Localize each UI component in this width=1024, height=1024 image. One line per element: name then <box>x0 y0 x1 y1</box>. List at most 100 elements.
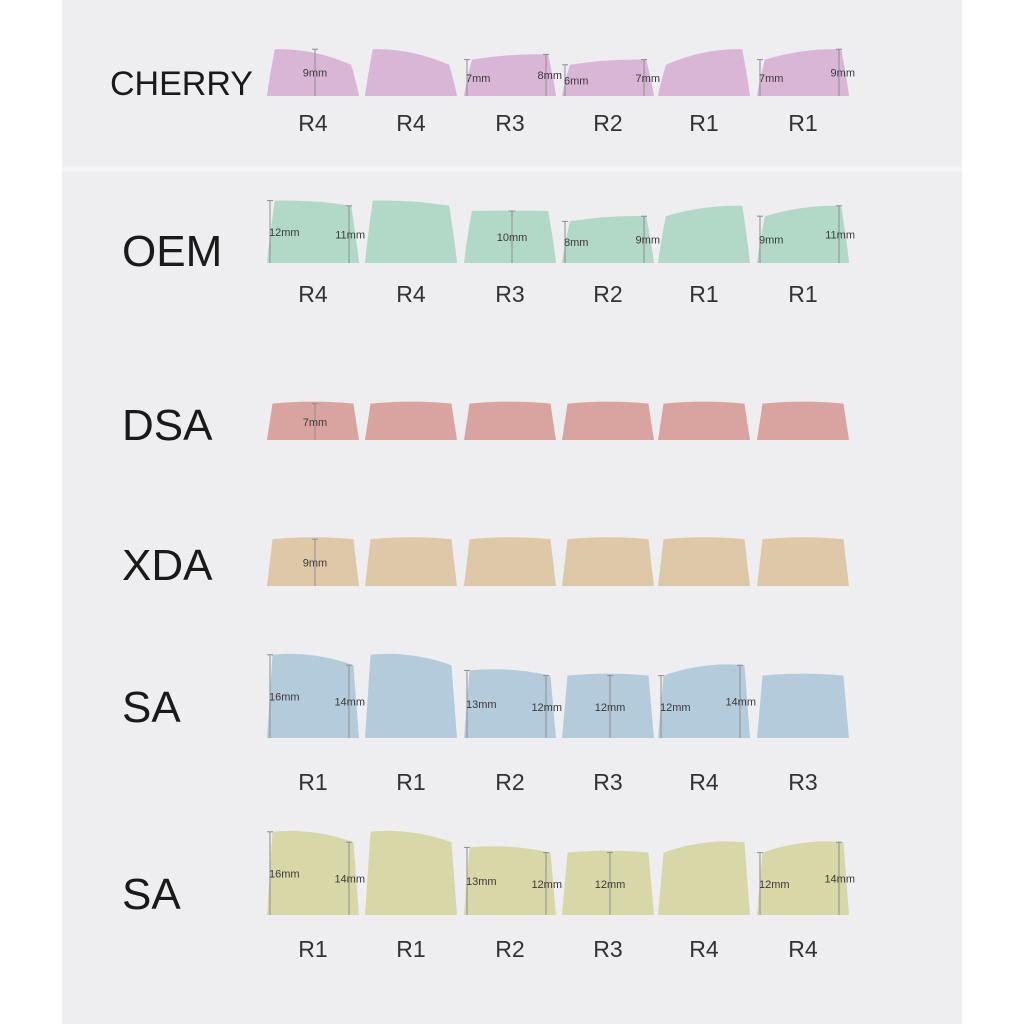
profile-sa-2: SA R1 R1 R2 R3 R4 R4 16mm 14mm 13mm 12mm 12mm 12mm 14… <box>122 830 855 962</box>
profile-xda: XDA 9mm <box>122 537 849 590</box>
dimension-label: 7mm <box>303 417 327 429</box>
keycap-sa-2-3 <box>464 846 556 915</box>
profile-sa-1: SA R1 R1 R2 R3 R4 R3 16mm 14mm 13mm 12mm 12mm 12mm 14… <box>122 653 849 795</box>
row-label: R1 <box>298 769 327 795</box>
dimension-label: 14mm <box>334 874 365 886</box>
keycap-sa-2-2 <box>365 830 457 915</box>
dimension-label: 10mm <box>497 232 528 244</box>
keycap-xda-5 <box>658 537 750 586</box>
keycap-xda-1 <box>267 537 359 586</box>
keycap-dsa-6 <box>757 401 849 440</box>
row-label: R1 <box>689 281 718 307</box>
row-label: R3 <box>495 281 524 307</box>
keycap-dsa-4 <box>562 401 654 440</box>
profile-name: XDA <box>122 541 213 590</box>
profile-name: CHERRY <box>110 65 253 103</box>
dimension-label: 12mm <box>531 702 562 714</box>
row-label: R4 <box>298 281 328 307</box>
row-label: R3 <box>788 769 817 795</box>
dimension-label: 9mm <box>831 68 855 80</box>
profile-name: SA <box>122 683 181 732</box>
keycap-cherry-2 <box>365 49 457 96</box>
dimension-label: 16mm <box>269 691 300 703</box>
dimension-label: 12mm <box>531 879 562 891</box>
dimension-label: 7mm <box>759 73 783 85</box>
row-label: R4 <box>396 281 426 307</box>
keycap-sa-2-4 <box>562 850 654 915</box>
dimension-label: 11mm <box>335 229 365 241</box>
dimension-label: 14mm <box>334 697 365 709</box>
row-label: R4 <box>396 110 426 136</box>
row-label: R4 <box>689 769 719 795</box>
keycap-sa-1-4 <box>562 673 654 738</box>
row-label: R1 <box>788 110 817 136</box>
row-label: R3 <box>593 769 622 795</box>
profile-dsa: DSA 7mm <box>122 401 849 450</box>
row-label: R2 <box>593 110 622 136</box>
profile-name: DSA <box>122 401 213 450</box>
keycap-oem-1 <box>267 200 359 263</box>
profile-name: SA <box>122 870 181 919</box>
dimension-label: 8mm <box>538 70 562 82</box>
keycap-oem-4 <box>562 216 654 263</box>
dimension-label: 12mm <box>595 702 626 714</box>
keycap-cherry-5 <box>658 49 750 96</box>
keycap-cherry-1 <box>267 49 359 96</box>
dimension-label: 14mm <box>824 874 855 886</box>
dimension-label: 7mm <box>636 73 660 85</box>
row-label: R2 <box>495 769 524 795</box>
keycap-sa-2-6 <box>757 841 849 915</box>
dimension-label: 12mm <box>269 227 300 239</box>
profile-cherry: CHERRY R4 R4 R3 R2 R1 R1 9mm 7mm 8mm 6mm 7mm 7mm 9mm <box>110 48 855 136</box>
dimension-label: 6mm <box>564 75 588 87</box>
dimension-label: 14mm <box>725 697 756 709</box>
dimension-label: 13mm <box>466 876 497 888</box>
keycap-sa-1-6 <box>757 673 849 738</box>
row-label: R4 <box>788 936 818 962</box>
keycap-sa-2-5 <box>658 841 750 915</box>
keycap-dsa-3 <box>464 401 556 440</box>
row-label: R1 <box>298 936 327 962</box>
dimension-label: 9mm <box>303 558 327 570</box>
keycap-xda-3 <box>464 537 556 586</box>
row-label: R3 <box>495 110 524 136</box>
keycap-cherry-6 <box>757 49 849 96</box>
keycap-xda-6 <box>757 537 849 586</box>
row-label: R1 <box>689 110 718 136</box>
panel-band <box>62 166 962 172</box>
keycap-oem-5 <box>658 205 750 263</box>
row-label: R2 <box>593 281 622 307</box>
keycap-sa-1-5 <box>658 664 750 738</box>
dimension-label: 9mm <box>303 68 327 80</box>
dimension-label: 9mm <box>759 235 783 247</box>
row-label: R1 <box>788 281 817 307</box>
keycap-sa-1-1 <box>267 653 359 738</box>
row-label: R2 <box>495 936 524 962</box>
dimension-label: 12mm <box>660 702 691 714</box>
keycap-xda-4 <box>562 537 654 586</box>
row-label: R1 <box>396 936 425 962</box>
dimension-label: 12mm <box>759 879 790 891</box>
row-label: R4 <box>298 110 328 136</box>
dimension-label: 11mm <box>825 229 855 241</box>
keycap-oem-6 <box>757 205 849 263</box>
keycap-cherry-3 <box>464 54 556 96</box>
keycap-dsa-5 <box>658 401 750 440</box>
keycap-sa-1-3 <box>464 669 556 738</box>
row-label: R4 <box>689 936 719 962</box>
dimension-label: 12mm <box>595 879 626 891</box>
dimension-label: 16mm <box>269 868 300 880</box>
dimension-label: 9mm <box>636 235 660 247</box>
keycap-dsa-1 <box>267 401 359 440</box>
keycap-cherry-4 <box>562 59 654 96</box>
keycap-oem-3 <box>464 210 556 263</box>
keycap-sa-2-1 <box>267 830 359 915</box>
keycap-dsa-2 <box>365 401 457 440</box>
profile-oem: OEM R4 R4 R3 R2 R1 R1 12mm 11mm 10mm 8mm 9mm 9mm 11mm <box>122 200 855 307</box>
row-label: R3 <box>593 936 622 962</box>
dimension-label: 7mm <box>466 73 490 85</box>
dimension-label: 8mm <box>564 237 588 249</box>
row-label: R1 <box>396 769 425 795</box>
